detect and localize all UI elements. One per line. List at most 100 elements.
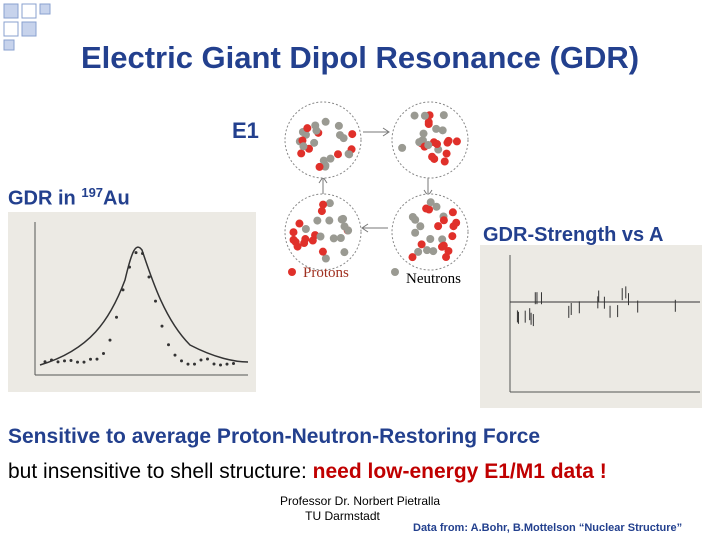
- scan-point: [121, 288, 125, 292]
- neutron: [321, 117, 330, 126]
- neutron: [416, 222, 425, 231]
- proton: [295, 219, 304, 228]
- scan-point: [82, 360, 86, 364]
- neutron: [336, 234, 345, 243]
- proton-key: [288, 268, 296, 276]
- proton: [442, 253, 451, 262]
- neutron: [410, 111, 419, 120]
- footer-author: Professor Dr. Norbert Pietralla TU Darmst…: [280, 494, 440, 524]
- proton: [348, 130, 357, 139]
- proton: [303, 124, 312, 133]
- neutron: [345, 150, 354, 159]
- scan-point: [63, 359, 66, 363]
- neutron: [424, 141, 433, 150]
- scan-point: [56, 360, 60, 364]
- proton: [293, 242, 302, 251]
- scan-point: [147, 275, 151, 279]
- proton: [408, 253, 417, 262]
- proton: [444, 246, 453, 255]
- neutron: [340, 248, 349, 257]
- scan-point: [95, 357, 99, 361]
- proton: [442, 149, 451, 158]
- proton: [318, 247, 327, 256]
- slide-title: Electric Giant Dipol Resonance (GDR): [80, 40, 640, 75]
- scan-point: [193, 362, 196, 366]
- neutron: [418, 136, 427, 145]
- label-text: GDR in: [8, 187, 82, 210]
- neutron: [329, 234, 338, 243]
- proton: [425, 205, 434, 214]
- scan-point: [69, 358, 73, 362]
- label-sup: 197: [81, 185, 104, 200]
- nucleus-diagram: [318, 127, 433, 233]
- neutron: [321, 162, 330, 171]
- corner-decoration: [3, 3, 51, 51]
- neutron: [340, 222, 349, 231]
- nucleus: [391, 101, 469, 179]
- neutron: [301, 224, 310, 233]
- nucleus: [284, 101, 362, 179]
- scan-point: [76, 360, 79, 364]
- scan-point: [89, 357, 92, 361]
- neutron: [313, 216, 322, 225]
- body-line: but insensitive to shell structure: need…: [8, 460, 607, 484]
- body-highlight: need low-energy E1/M1 data !: [312, 460, 607, 483]
- proton: [434, 222, 443, 231]
- proton: [333, 150, 342, 159]
- neutron: [398, 143, 407, 152]
- neutron: [420, 111, 429, 120]
- proton: [433, 140, 442, 149]
- neutron: [426, 198, 435, 207]
- scan-point: [180, 359, 183, 363]
- neutron: [335, 131, 344, 140]
- scan-point: [50, 358, 53, 362]
- institution: TU Darmstadt: [305, 509, 380, 523]
- scan-point: [141, 252, 144, 256]
- proton: [438, 242, 447, 251]
- scan-point: [212, 362, 216, 366]
- left-plot-label: GDR in 197Au: [8, 185, 130, 211]
- neutron: [414, 247, 423, 256]
- data-credit: Data from: A.Bohr, B.Mottelson “Nuclear …: [413, 522, 683, 534]
- scan-point: [232, 362, 235, 366]
- proton: [449, 222, 458, 231]
- proton: [417, 240, 426, 249]
- neutron: [419, 129, 428, 138]
- scan-point: [225, 362, 229, 366]
- proton: [308, 236, 317, 245]
- neutron: [325, 216, 334, 225]
- proton: [428, 152, 437, 161]
- neutron: [432, 124, 441, 133]
- neutron-key: [391, 268, 399, 276]
- neutron: [310, 138, 319, 147]
- proton: [315, 162, 324, 171]
- proton: [300, 239, 309, 248]
- scan-point: [206, 357, 209, 361]
- scan-point: [173, 353, 177, 357]
- mode-label: E1: [232, 118, 259, 143]
- proton: [452, 137, 461, 146]
- scan-point: [115, 315, 118, 319]
- proton: [297, 149, 306, 158]
- proton: [319, 200, 328, 209]
- proton: [317, 207, 326, 216]
- scan-point: [160, 324, 164, 328]
- neutron: [321, 254, 330, 263]
- neutron: [408, 213, 417, 222]
- right-plot: [480, 245, 702, 408]
- body-text: but insensitive to shell structure:: [8, 460, 313, 483]
- proton: [439, 216, 448, 225]
- label-text: Au: [103, 187, 130, 210]
- neutron: [426, 234, 435, 243]
- scan-point: [134, 251, 138, 255]
- scan-point: [128, 265, 131, 269]
- scan-point: [102, 352, 105, 356]
- scan-point: [43, 360, 47, 364]
- neutron: [438, 235, 447, 244]
- neutron: [301, 130, 310, 139]
- neutrons-label: Neutrons: [406, 271, 461, 287]
- neutron: [334, 121, 343, 130]
- neutron: [438, 126, 447, 135]
